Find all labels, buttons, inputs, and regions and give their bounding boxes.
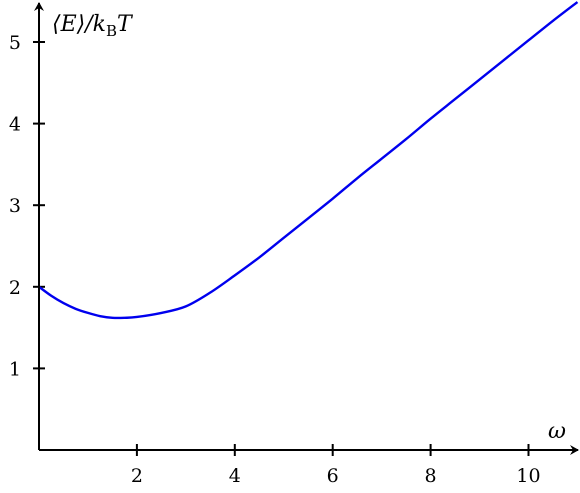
y-axis-label: ⟨E⟩/kBT <box>52 12 134 40</box>
y-tick-label: 3 <box>9 195 21 217</box>
x-tick-label: 6 <box>327 465 339 487</box>
x-tick-label: 8 <box>425 465 437 487</box>
x-tick-label: 10 <box>516 465 540 487</box>
x-tick-label: 4 <box>229 465 241 487</box>
y-axis-label-tail: T <box>117 12 134 37</box>
x-axis-label: ω <box>548 419 566 444</box>
y-tick-label: 5 <box>9 32 21 54</box>
y-axis-label-main: ⟨E⟩/k <box>52 12 106 37</box>
x-tick-label: 2 <box>131 465 143 487</box>
y-tick-label: 1 <box>9 358 21 380</box>
series-line <box>38 1 579 320</box>
y-tick-label: 2 <box>9 277 21 299</box>
y-axis-label-subscript: B <box>106 22 117 40</box>
y-tick-label: 4 <box>9 114 21 136</box>
